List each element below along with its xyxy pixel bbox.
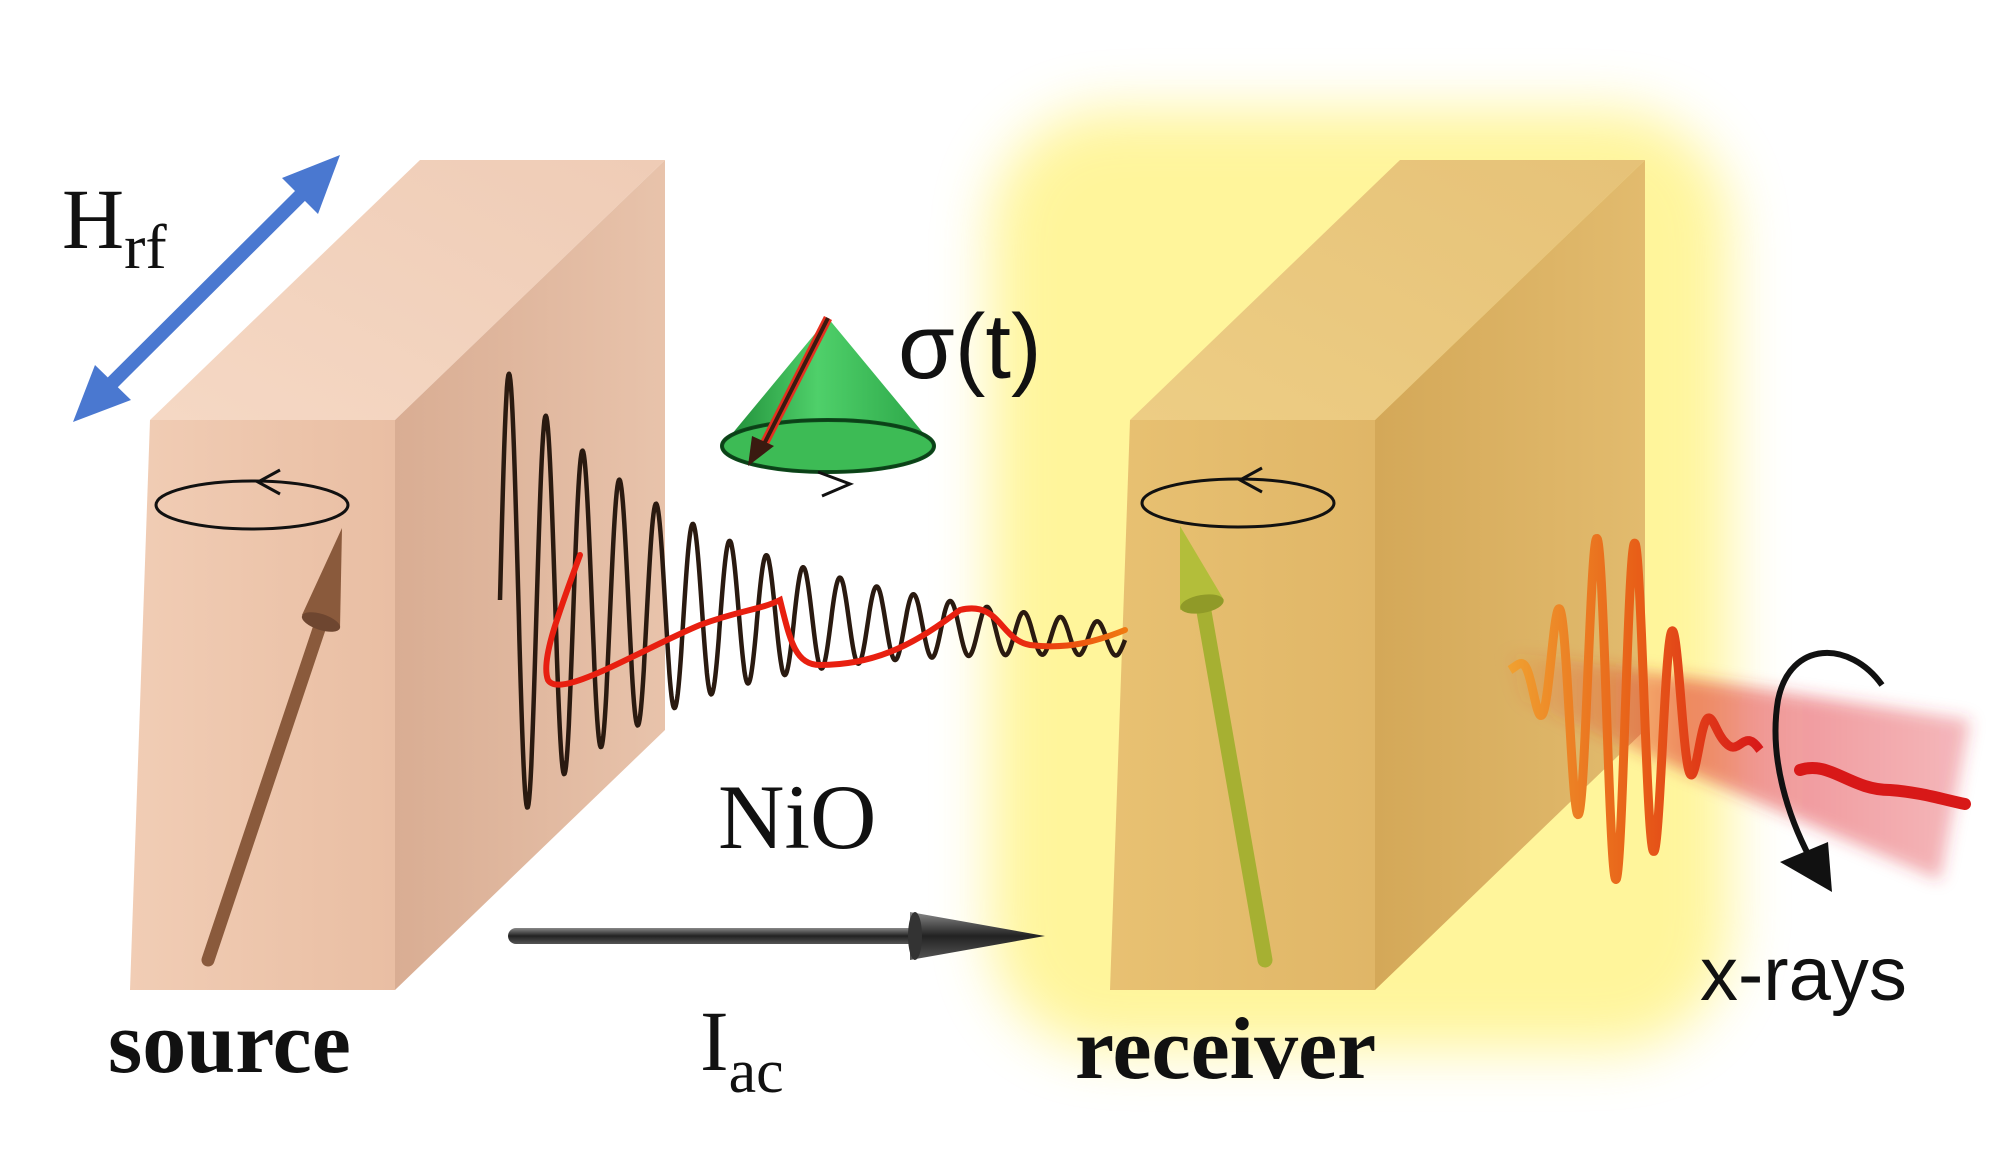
red-trace (543, 552, 1128, 688)
receiver-orbit-icon (1140, 466, 1336, 529)
receiver-block-front (1110, 420, 1375, 990)
source-block-top (150, 160, 665, 420)
double-arrow-icon (73, 155, 340, 422)
receiver-spin-arrow (1180, 526, 1273, 968)
xray-beam (1500, 650, 1971, 880)
precession-label: σ(t) (898, 296, 1042, 398)
curved-arrow-icon (1772, 650, 1885, 892)
current-label: Iac (700, 993, 784, 1106)
material-label: NiO (718, 766, 876, 868)
arrow-icon (508, 912, 1045, 960)
field-label: Hrf (62, 171, 167, 282)
probe-label: x-rays (1700, 932, 1907, 1017)
receiver-label: receiver (1075, 1001, 1376, 1098)
xray-wave (1506, 534, 1764, 884)
source-block-front (130, 420, 395, 990)
source-block-side (395, 160, 665, 990)
cone-icon (720, 315, 936, 498)
source-orbit-icon (154, 468, 350, 531)
source-label: source (108, 995, 351, 1092)
spin-wave (497, 371, 1128, 810)
receiver-block-top (1130, 160, 1645, 420)
source-spin-arrow (201, 528, 342, 967)
